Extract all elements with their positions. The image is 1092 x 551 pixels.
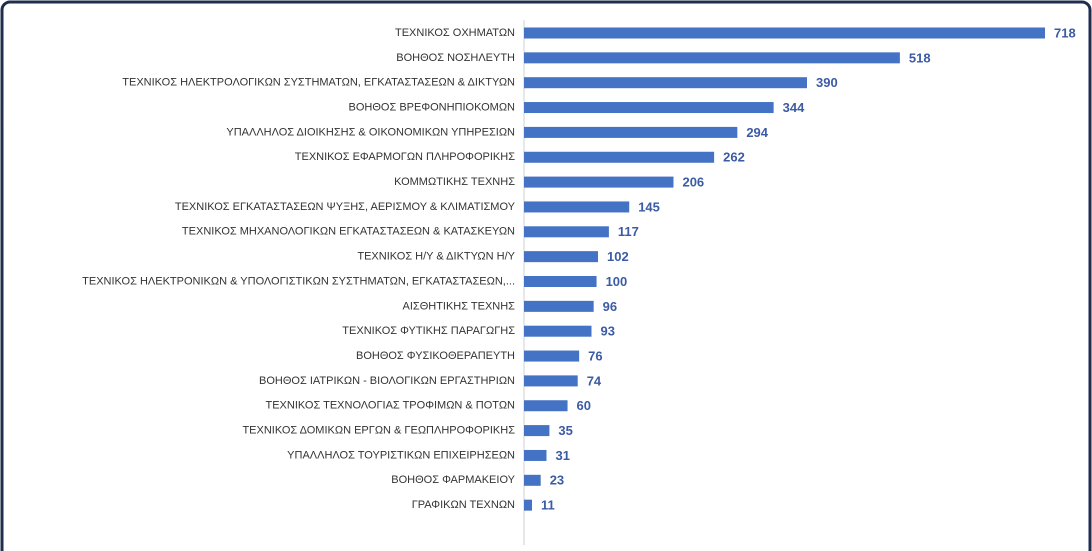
bar xyxy=(524,276,597,287)
value-label: 93 xyxy=(600,324,614,339)
category-label: ΚΟΜΜΩΤΙΚΗΣ ΤΕΧΝΗΣ xyxy=(394,176,515,188)
category-label: ΒΟΗΘΟΣ ΦΥΣΙΚΟΘΕΡΑΠΕΥΤΗ xyxy=(356,350,515,362)
value-label: 35 xyxy=(558,423,572,438)
bar xyxy=(524,499,532,511)
category-label: ΒΟΗΘΟΣ ΝΟΣΗΛΕΥΤΗ xyxy=(396,52,515,64)
category-label: ΤΕΧΝΙΚΟΣ Η/Υ & ΔΙΚΤΥΩΝ Η/Υ xyxy=(357,251,515,263)
category-label: ΤΕΧΝΙΚΟΣ ΜΗΧΑΝΟΛΟΓΙΚΩΝ ΕΓΚΑΤΑΣΤΑΣΕΩΝ & Κ… xyxy=(182,226,515,238)
value-label: 117 xyxy=(618,224,639,239)
category-label: ΥΠΑΛΛΗΛΟΣ ΔΙΟΙΚΗΣΗΣ & ΟΙΚΟΝΟΜΙΚΩΝ ΥΠΗΡΕΣ… xyxy=(226,126,515,138)
bar xyxy=(524,425,550,437)
value-label: 23 xyxy=(550,473,564,488)
bar xyxy=(524,151,715,163)
bar xyxy=(524,251,599,263)
value-label: 518 xyxy=(909,50,931,65)
bar xyxy=(524,176,674,188)
category-label: ΤΕΧΝΙΚΟΣ ΤΕΧΝΟΛΟΓΙΑΣ ΤΡΟΦΙΜΩΝ & ΠΟΤΩΝ xyxy=(266,400,516,412)
value-label: 102 xyxy=(607,249,629,264)
value-label: 145 xyxy=(638,199,660,214)
bar xyxy=(524,27,1045,39)
value-label: 206 xyxy=(682,175,704,190)
value-label: 60 xyxy=(577,398,591,413)
category-label: ΤΕΧΝΙΚΟΣ ΦΥΤΙΚΗΣ ΠΑΡΑΓΩΓΗΣ xyxy=(342,325,515,337)
value-label: 344 xyxy=(783,100,805,115)
bar xyxy=(524,226,609,238)
bar xyxy=(524,102,774,114)
value-label: 76 xyxy=(588,348,602,363)
category-label: ΤΕΧΝΙΚΟΣ ΗΛΕΚΤΡΟΝΙΚΩΝ & ΥΠΟΛΟΓΙΣΤΙΚΩΝ ΣΥ… xyxy=(82,275,515,287)
value-label: 718 xyxy=(1054,25,1076,40)
category-label: ΥΠΑΛΛΗΛΟΣ ΤΟΥΡΙΣΤΙΚΩΝ ΕΠΙΧΕΙΡΗΣΕΩΝ xyxy=(287,449,515,461)
category-label: ΓΡΑΦΙΚΩΝ ΤΕΧΝΩΝ xyxy=(412,499,515,511)
bar xyxy=(524,126,738,138)
bar xyxy=(524,375,578,387)
bar xyxy=(524,350,580,362)
bar xyxy=(524,474,541,486)
category-label: ΤΕΧΝΙΚΟΣ ΕΓΚΑΤΑΣΤΑΣΕΩΝ ΨΥΞΗΣ, ΑΕΡΙΣΜΟΥ &… xyxy=(175,201,516,213)
category-label: ΑΙΣΘΗΤΙΚΗΣ ΤΕΧΝΗΣ xyxy=(403,300,516,312)
category-label: ΒΟΗΘΟΣ ΦΑΡΜΑΚΕΙΟΥ xyxy=(391,474,515,486)
bar xyxy=(524,201,630,213)
value-label: 390 xyxy=(816,75,838,90)
bar xyxy=(524,300,594,312)
bar xyxy=(524,52,900,64)
category-label: ΒΟΗΘΟΣ ΙΑΤΡΙΚΩΝ - ΒΙΟΛΟΓΙΚΩΝ ΕΡΓΑΣΤΗΡΙΩΝ xyxy=(259,375,515,387)
value-label: 100 xyxy=(606,274,628,289)
category-label: ΤΕΧΝΙΚΟΣ ΔΟΜΙΚΩΝ ΕΡΓΩΝ & ΓΕΩΠΛΗΡΟΦΟΡΙΚΗΣ xyxy=(242,425,515,437)
value-label: 31 xyxy=(555,448,569,463)
category-label: ΒΟΗΘΟΣ ΒΡΕΦΟΝΗΠΙΟΚΟΜΩΝ xyxy=(349,101,516,113)
bar xyxy=(524,449,547,461)
value-label: 74 xyxy=(587,373,602,388)
value-label: 96 xyxy=(603,299,617,314)
bar xyxy=(524,325,592,337)
value-label: 294 xyxy=(746,125,768,140)
bar xyxy=(524,400,568,412)
category-label: ΤΕΧΝΙΚΟΣ ΕΦΑΡΜΟΓΩΝ ΠΛΗΡΟΦΟΡΙΚΗΣ xyxy=(295,151,515,163)
category-label: ΤΕΧΝΙΚΟΣ ΟΧΗΜΑΤΩΝ xyxy=(395,27,515,39)
value-label: 262 xyxy=(723,150,745,165)
bar xyxy=(524,77,807,89)
value-label: 11 xyxy=(541,498,555,513)
category-label: ΤΕΧΝΙΚΟΣ ΗΛΕΚΤΡΟΛΟΓΙΚΩΝ ΣΥΣΤΗΜΑΤΩΝ, ΕΓΚΑ… xyxy=(122,77,515,89)
